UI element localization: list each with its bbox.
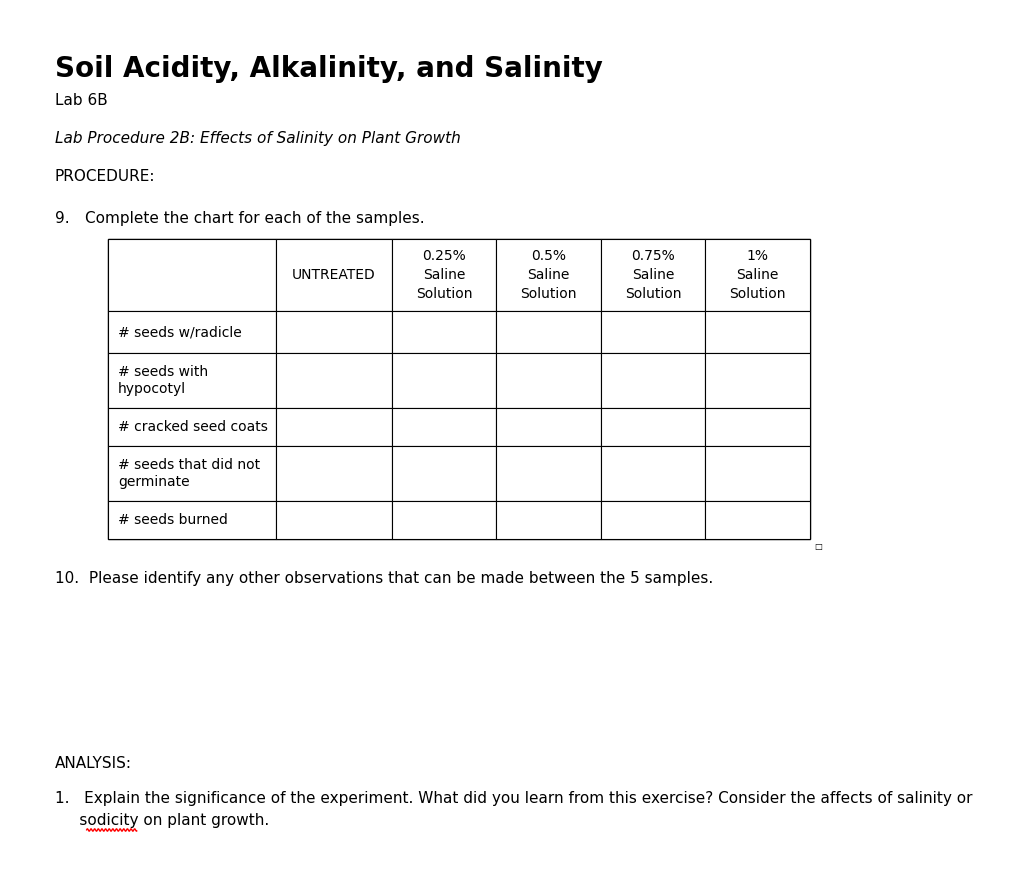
Text: 9.: 9. xyxy=(55,211,70,226)
Bar xyxy=(601,501,706,539)
Text: Complete the chart for each of the samples.: Complete the chart for each of the sampl… xyxy=(85,211,425,226)
Bar xyxy=(108,501,276,539)
Bar xyxy=(601,408,706,446)
Text: UNTREATED: UNTREATED xyxy=(292,268,376,282)
Bar xyxy=(108,239,276,311)
Bar xyxy=(706,408,810,446)
Text: 0.25%
Saline
Solution: 0.25% Saline Solution xyxy=(416,249,472,301)
Bar xyxy=(391,408,497,446)
Text: # seeds that did not
germinate: # seeds that did not germinate xyxy=(118,457,260,489)
Bar xyxy=(497,501,601,539)
Bar xyxy=(706,353,810,408)
Bar xyxy=(276,408,391,446)
Bar xyxy=(276,353,391,408)
Text: Lab 6B: Lab 6B xyxy=(55,93,108,108)
Text: 1.   Explain the significance of the experiment. What did you learn from this ex: 1. Explain the significance of the exper… xyxy=(55,791,973,806)
Bar xyxy=(497,408,601,446)
Text: 0.5%
Saline
Solution: 0.5% Saline Solution xyxy=(520,249,577,301)
Text: ANALYSIS:: ANALYSIS: xyxy=(55,756,132,771)
Text: Lab Procedure 2B: Effects of Salinity on Plant Growth: Lab Procedure 2B: Effects of Salinity on… xyxy=(55,131,461,146)
Bar xyxy=(276,239,391,311)
Bar xyxy=(108,446,276,501)
Bar xyxy=(276,501,391,539)
Bar xyxy=(276,446,391,501)
Bar xyxy=(276,311,391,353)
Bar xyxy=(108,408,276,446)
Text: 10.  Please identify any other observations that can be made between the 5 sampl: 10. Please identify any other observatio… xyxy=(55,571,714,586)
Text: 1%
Saline
Solution: 1% Saline Solution xyxy=(729,249,786,301)
Bar xyxy=(497,239,601,311)
Bar xyxy=(601,353,706,408)
Bar xyxy=(108,353,276,408)
Bar xyxy=(706,239,810,311)
Bar xyxy=(391,501,497,539)
Text: # seeds w/radicle: # seeds w/radicle xyxy=(118,325,242,339)
Bar xyxy=(601,311,706,353)
Text: □: □ xyxy=(814,542,822,551)
Text: PROCEDURE:: PROCEDURE: xyxy=(55,169,156,184)
Bar xyxy=(391,239,497,311)
Text: 0.75%
Saline
Solution: 0.75% Saline Solution xyxy=(625,249,681,301)
Bar xyxy=(706,446,810,501)
Bar xyxy=(391,446,497,501)
Bar xyxy=(391,311,497,353)
Bar xyxy=(497,311,601,353)
Bar xyxy=(706,311,810,353)
Text: sodicity on plant growth.: sodicity on plant growth. xyxy=(55,813,269,828)
Bar xyxy=(108,311,276,353)
Bar xyxy=(497,446,601,501)
Text: # seeds with
hypocotyl: # seeds with hypocotyl xyxy=(118,365,208,396)
Bar xyxy=(601,446,706,501)
Bar xyxy=(391,353,497,408)
Text: # seeds burned: # seeds burned xyxy=(118,513,228,527)
Text: # cracked seed coats: # cracked seed coats xyxy=(118,420,268,434)
Bar xyxy=(108,239,810,539)
Bar xyxy=(601,239,706,311)
Bar xyxy=(497,353,601,408)
Bar xyxy=(706,501,810,539)
Text: Soil Acidity, Alkalinity, and Salinity: Soil Acidity, Alkalinity, and Salinity xyxy=(55,55,603,83)
